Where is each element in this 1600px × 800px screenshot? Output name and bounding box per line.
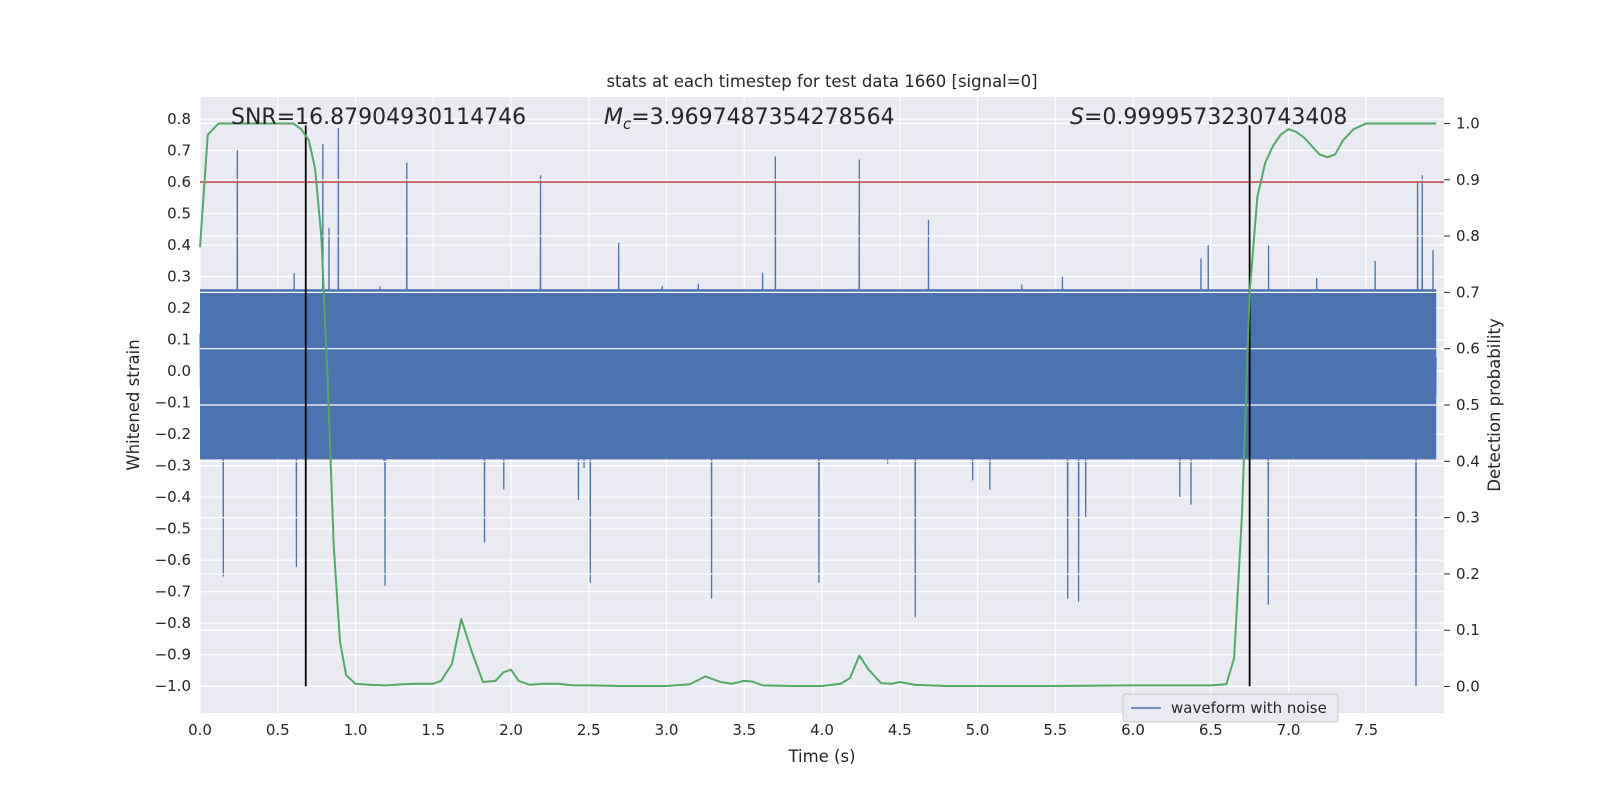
waveform-series — [199, 127, 1437, 687]
x-tick-label: 2.5 — [577, 721, 601, 739]
y-tick-label: 0.8 — [167, 110, 191, 128]
y2-tick-label: 0.0 — [1456, 678, 1480, 696]
chart-title: stats at each timestep for test data 166… — [606, 72, 1037, 91]
y-tick-label: 0.2 — [167, 299, 191, 317]
mc-symbol: M — [604, 105, 623, 130]
y-tick-label: −0.1 — [155, 394, 191, 412]
y-tick-label: −0.9 — [155, 646, 191, 664]
reference-lines — [200, 125, 1444, 687]
y-tick-label: 0.7 — [167, 142, 191, 160]
x-tick-label: 5.5 — [1043, 721, 1067, 739]
y-tick-label: −0.3 — [155, 457, 191, 475]
y2-tick-label: 0.5 — [1456, 396, 1480, 414]
x-tick-label: 2.0 — [499, 721, 523, 739]
y2-tick-label: 0.7 — [1456, 283, 1480, 301]
y2-tick-label: 0.8 — [1456, 227, 1480, 245]
legend-box — [1122, 693, 1339, 723]
y2-tick-label: 0.2 — [1456, 565, 1480, 583]
x-tick-label: 3.5 — [732, 721, 756, 739]
y2-tick-label: 0.6 — [1456, 340, 1480, 358]
x-tick-label: 7.5 — [1354, 721, 1378, 739]
x-tick-label: 0.0 — [188, 721, 212, 739]
y-axis-label: Whitened strain — [124, 339, 143, 470]
x-tick-label: 6.0 — [1121, 721, 1145, 739]
grid-overlay — [200, 122, 1444, 688]
x-tick-label: 1.5 — [421, 721, 445, 739]
score-annotation: S=0.9999573230743408 — [1070, 105, 1347, 130]
x-tick-label: 5.0 — [966, 721, 990, 739]
y-tick-label: −0.2 — [155, 425, 191, 443]
chirp-mass-annotation: Mc=3.9697487354278564 — [604, 105, 895, 133]
y2-tick-label: 0.9 — [1456, 171, 1480, 189]
x-tick-label: 4.5 — [888, 721, 912, 739]
snr-annotation: SNR=16.87904930114746 — [231, 105, 526, 130]
y-tick-label: −1.0 — [155, 677, 191, 695]
probability-line — [199, 122, 1437, 687]
y-tick-label: 0.1 — [167, 331, 191, 349]
x-tick-label: 4.0 — [810, 721, 834, 739]
y-tick-label: −0.4 — [155, 488, 191, 506]
s-symbol: S — [1070, 105, 1084, 130]
x-tick-label: 1.0 — [344, 721, 368, 739]
y-tick-label: 0.6 — [167, 173, 191, 191]
tick-labels: 0.0 0.5 1.0 1.5 2.0 2.5 3.0 3.5 4.0 4.5 5.0 5.5 6.0 6… — [155, 110, 1480, 739]
x-tick-label: 3.0 — [655, 721, 679, 739]
y-tick-label: 0.0 — [167, 362, 191, 380]
x-axis-label: Time (s) — [787, 747, 855, 766]
y2-axis-label: Detection probability — [1485, 318, 1504, 492]
x-tick-label: 7.0 — [1277, 721, 1301, 739]
legend-label: waveform with noise — [1171, 699, 1327, 717]
legend: waveform with noise — [1122, 693, 1339, 723]
y-tick-label: 0.3 — [167, 268, 191, 286]
waveform-line — [199, 127, 1437, 687]
y-tick-label: −0.5 — [155, 520, 191, 538]
y-tick-label: −0.7 — [155, 583, 191, 601]
y2-tick-label: 0.4 — [1456, 452, 1480, 470]
y2-tick-label: 0.3 — [1456, 509, 1480, 527]
y2-tick-label: 0.1 — [1456, 621, 1480, 639]
y2-tick-label: 1.0 — [1456, 114, 1480, 132]
x-tick-label: 6.5 — [1199, 721, 1223, 739]
x-tick-label: 0.5 — [266, 721, 290, 739]
detection-probability-series — [199, 122, 1437, 687]
y-tick-label: 0.5 — [167, 205, 191, 223]
y-tick-label: −0.8 — [155, 614, 191, 632]
y-tick-label: −0.6 — [155, 551, 191, 569]
mc-subscript: c — [623, 115, 632, 133]
y-tick-label: 0.4 — [167, 236, 191, 254]
s-value: =0.9999573230743408 — [1084, 105, 1347, 130]
mc-value: =3.9697487354278564 — [631, 105, 894, 130]
